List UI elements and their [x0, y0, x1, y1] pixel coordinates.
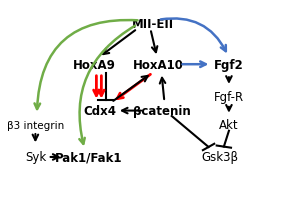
- Text: βcatenin: βcatenin: [133, 105, 190, 118]
- Text: Fgf2: Fgf2: [214, 58, 244, 71]
- Text: Gsk3β: Gsk3β: [202, 151, 239, 164]
- Text: Pak1/Fak1: Pak1/Fak1: [54, 151, 122, 164]
- Text: Akt: Akt: [219, 119, 239, 132]
- Text: Syk: Syk: [25, 151, 46, 164]
- Text: MII-EII: MII-EII: [132, 18, 174, 31]
- Text: β3 integrin: β3 integrin: [7, 120, 64, 130]
- Text: Fgf-R: Fgf-R: [214, 90, 244, 103]
- Text: Cdx4: Cdx4: [83, 105, 116, 118]
- Text: HoxA9: HoxA9: [73, 58, 116, 71]
- Text: HoxA10: HoxA10: [133, 58, 184, 71]
